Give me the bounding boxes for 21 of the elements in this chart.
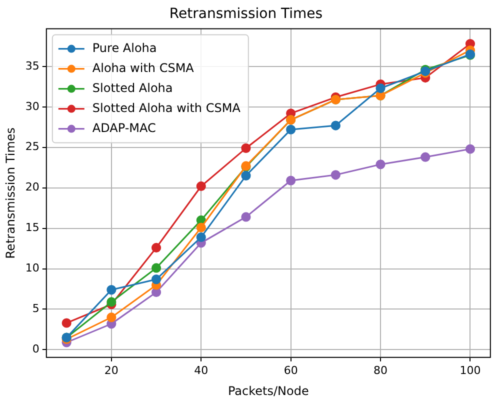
- x-tick-label: 100: [460, 364, 481, 377]
- x-axis-title: Packets/Node: [228, 384, 309, 398]
- y-tick-label: 0: [32, 342, 40, 356]
- legend-label: Slotted Aloha: [92, 80, 173, 95]
- y-tick-label: 15: [25, 221, 40, 234]
- y-tick-label: 20: [25, 180, 40, 194]
- y-tick-label: 25: [25, 140, 40, 154]
- legend-label: Slotted Aloha with CSMA: [92, 100, 242, 115]
- legend-label: Pure Aloha: [92, 40, 157, 55]
- x-tick-label: 40: [194, 364, 208, 377]
- y-tick-label: 35: [25, 59, 40, 72]
- x-tick-label: 80: [374, 364, 388, 377]
- y-tick-label: 5: [32, 302, 40, 316]
- x-tick-label: 20: [104, 364, 118, 377]
- legend-label: ADAP-MAC: [92, 120, 156, 135]
- y-tick-label: 30: [25, 100, 40, 113]
- y-tick-label: 10: [25, 262, 40, 275]
- chart-title: Retransmission Times: [169, 6, 323, 22]
- y-axis-title: Retransmission Times: [3, 127, 18, 259]
- x-tick-label: 60: [284, 364, 298, 377]
- legend-label: Aloha with CSMA: [92, 60, 195, 75]
